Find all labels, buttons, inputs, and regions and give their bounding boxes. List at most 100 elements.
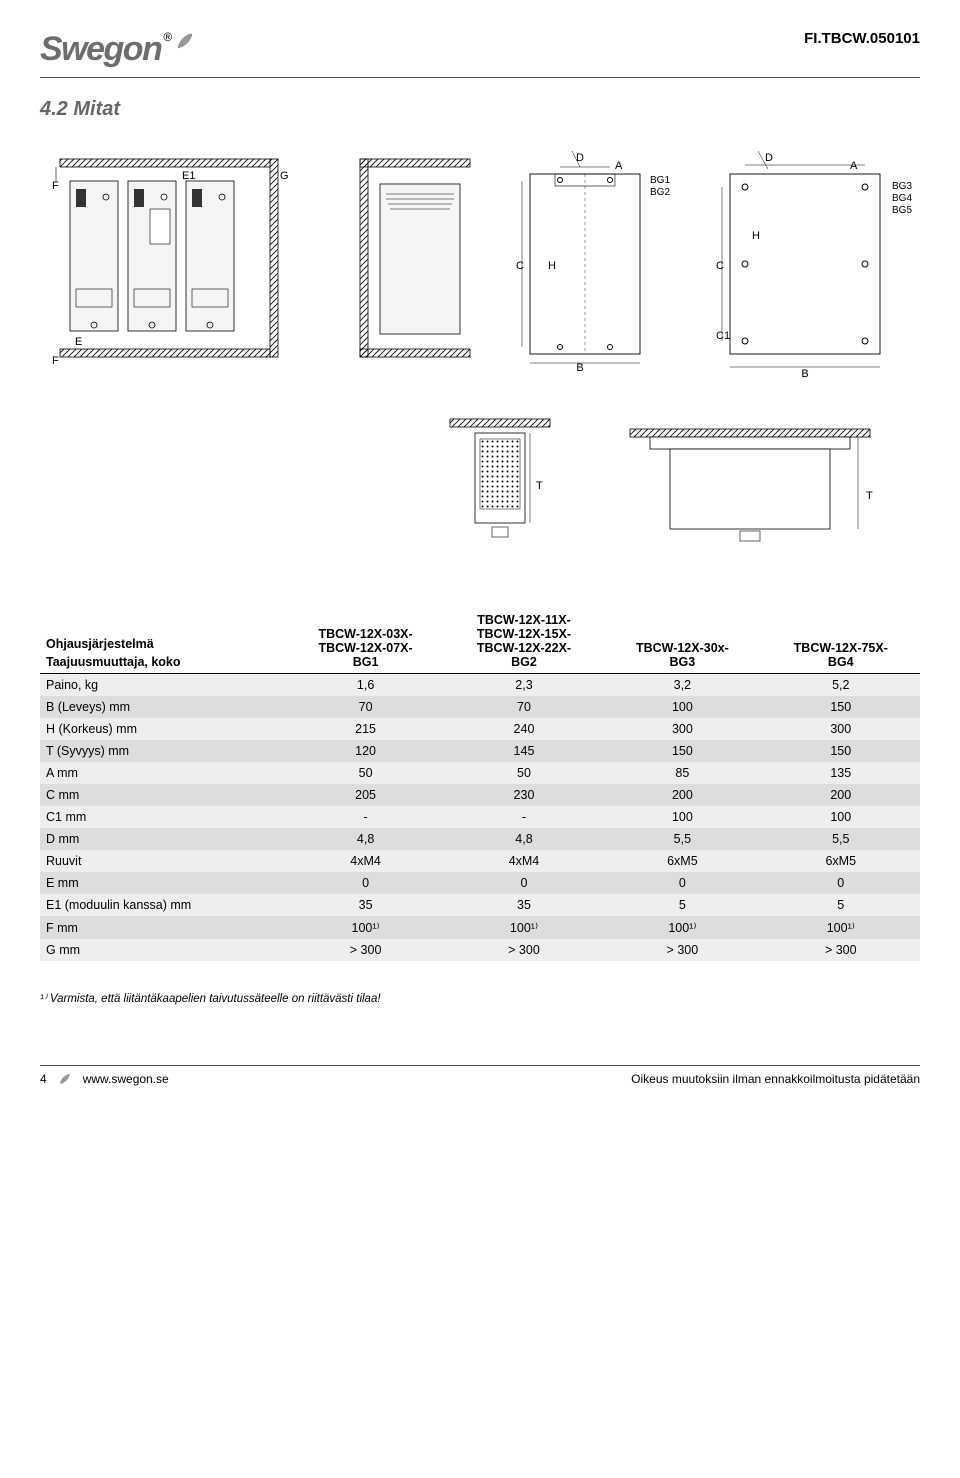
- row-value: -: [445, 806, 603, 828]
- row-label: A mm: [40, 762, 286, 784]
- drawing-top-small: T: [440, 409, 560, 559]
- table-row: D mm4,84,85,55,5: [40, 828, 920, 850]
- row-value: 50: [445, 762, 603, 784]
- row-value: 100: [603, 696, 761, 718]
- dim-label-c: C: [516, 260, 524, 272]
- row-label: Paino, kg: [40, 674, 286, 697]
- row-label: E1 (moduulin kanssa) mm: [40, 894, 286, 916]
- dim-label-t2: T: [866, 490, 873, 502]
- row-value: 100¹⁾: [762, 916, 920, 939]
- row-value: > 300: [286, 939, 444, 961]
- row-value: 0: [286, 872, 444, 894]
- row-value: 200: [762, 784, 920, 806]
- row-label: T (Syvyys) mm: [40, 740, 286, 762]
- dim-label-d: D: [576, 152, 584, 164]
- dim-label-h2: H: [752, 230, 760, 242]
- header-col4-l1: TBCW-12X-30x-: [609, 641, 755, 655]
- row-label: Ruuvit: [40, 850, 286, 872]
- dim-label-g: G: [280, 170, 289, 182]
- row-value: 0: [603, 872, 761, 894]
- row-value: -: [286, 806, 444, 828]
- table-row: T (Syvyys) mm120145150150: [40, 740, 920, 762]
- drawing-front-dims: D A BG1 BG2 C H B D A: [500, 139, 920, 389]
- row-value: 0: [762, 872, 920, 894]
- row-label: G mm: [40, 939, 286, 961]
- header-col5-l4: BG4: [768, 655, 914, 669]
- table-row: H (Korkeus) mm215240300300: [40, 718, 920, 740]
- row-value: 50: [286, 762, 444, 784]
- dim-label-e1: E1: [182, 170, 195, 182]
- page-footer: 4 www.swegon.se Oikeus muutoksiin ilman …: [40, 1065, 920, 1086]
- row-label: B (Leveys) mm: [40, 696, 286, 718]
- row-label: D mm: [40, 828, 286, 850]
- row-value: 240: [445, 718, 603, 740]
- header-col3-l4: BG2: [451, 655, 597, 669]
- header-col2-l1: TBCW-12X-03X-: [292, 627, 438, 641]
- header-divider: [40, 77, 920, 78]
- row-value: 5: [603, 894, 761, 916]
- dim-label-f2: F: [52, 355, 59, 367]
- row-value: 35: [286, 894, 444, 916]
- row-value: 4,8: [286, 828, 444, 850]
- logo: Swegon®: [40, 30, 194, 69]
- footnote: ¹⁾ Varmista, että liitäntäkaapelien taiv…: [40, 991, 920, 1005]
- row-value: 6xM5: [603, 850, 761, 872]
- row-value: 3,2: [603, 674, 761, 697]
- row-value: 200: [603, 784, 761, 806]
- table-row: E1 (moduulin kanssa) mm353555: [40, 894, 920, 916]
- row-value: 4xM4: [445, 850, 603, 872]
- row-value: 100¹⁾: [286, 916, 444, 939]
- footer-right-text: Oikeus muutoksiin ilman ennakkoilmoitust…: [631, 1072, 920, 1086]
- dimensions-table: Ohjausjärjestelmä Taajuusmuuttaja, koko …: [40, 609, 920, 961]
- dim-label-bg5: BG5: [892, 205, 912, 216]
- row-value: 150: [603, 740, 761, 762]
- dim-label-h: H: [548, 260, 556, 272]
- document-code: FI.TBCW.050101: [804, 30, 920, 47]
- row-value: 215: [286, 718, 444, 740]
- dim-label-bg2: BG2: [650, 187, 670, 198]
- drawing-vented-side: [350, 139, 480, 389]
- drawing-top-large: T: [620, 409, 880, 559]
- page-number: 4: [40, 1072, 47, 1086]
- footer-url: www.swegon.se: [83, 1072, 169, 1086]
- row-value: 70: [445, 696, 603, 718]
- dim-label-e: E: [75, 336, 82, 348]
- leaf-icon: [176, 32, 194, 50]
- dim-label-b: B: [576, 362, 583, 374]
- table-row: A mm505085135: [40, 762, 920, 784]
- table-row: E mm0000: [40, 872, 920, 894]
- dim-label-f: F: [52, 180, 59, 192]
- row-value: 150: [762, 696, 920, 718]
- row-value: 300: [762, 718, 920, 740]
- row-label: C mm: [40, 784, 286, 806]
- table-row: C mm205230200200: [40, 784, 920, 806]
- header-col1-line1: Ohjausjärjestelmä: [46, 637, 280, 651]
- header-col4-l4: BG3: [609, 655, 755, 669]
- drawing-front-units: F E1 E F G: [40, 139, 330, 389]
- dim-label-b2: B: [801, 368, 808, 380]
- row-value: 100¹⁾: [603, 916, 761, 939]
- row-value: 300: [603, 718, 761, 740]
- row-label: C1 mm: [40, 806, 286, 828]
- row-value: > 300: [603, 939, 761, 961]
- row-value: 1,6: [286, 674, 444, 697]
- row-value: 5,5: [603, 828, 761, 850]
- row-value: 145: [445, 740, 603, 762]
- row-value: 135: [762, 762, 920, 784]
- table-row: B (Leveys) mm7070100150: [40, 696, 920, 718]
- dim-label-a2: A: [850, 160, 858, 172]
- row-value: 0: [445, 872, 603, 894]
- row-value: 205: [286, 784, 444, 806]
- table-row: F mm100¹⁾100¹⁾100¹⁾100¹⁾: [40, 916, 920, 939]
- logo-text: Swegon: [40, 30, 161, 69]
- row-value: 100¹⁾: [445, 916, 603, 939]
- row-value: 2,3: [445, 674, 603, 697]
- row-value: 5: [762, 894, 920, 916]
- technical-drawings: F E1 E F G: [40, 139, 920, 559]
- row-value: 70: [286, 696, 444, 718]
- table-header-row: Ohjausjärjestelmä Taajuusmuuttaja, koko …: [40, 609, 920, 674]
- dim-label-c1: C1: [716, 330, 730, 342]
- table-row: Ruuvit4xM44xM46xM56xM5: [40, 850, 920, 872]
- row-value: 4,8: [445, 828, 603, 850]
- row-value: 4xM4: [286, 850, 444, 872]
